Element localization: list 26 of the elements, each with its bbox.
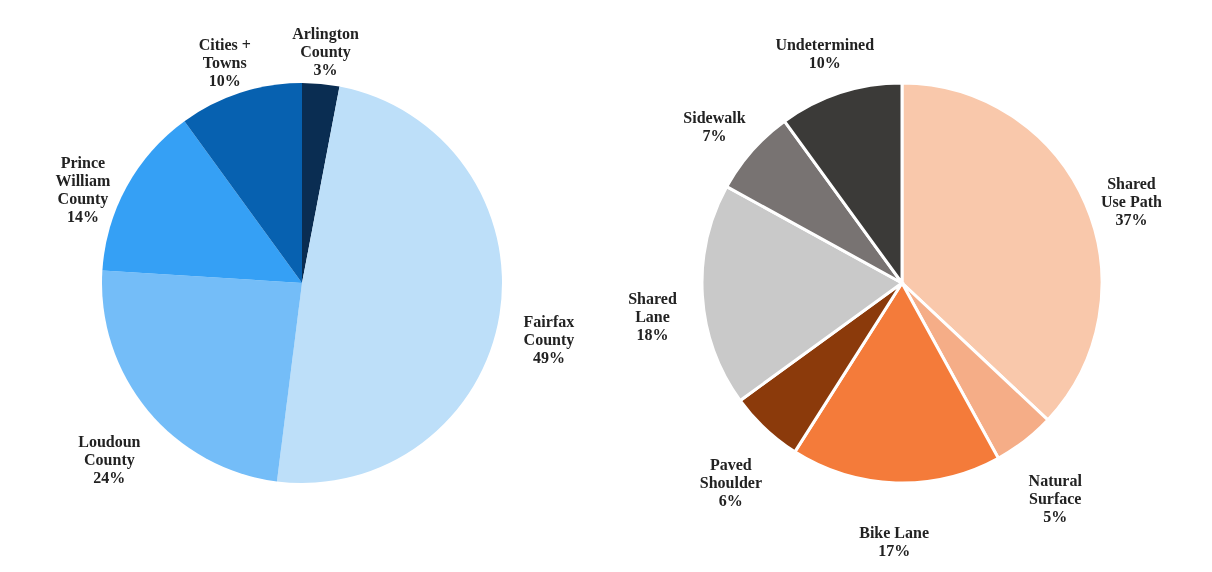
slice-label: Bike Lane bbox=[859, 523, 930, 541]
data-label: 49% bbox=[532, 349, 565, 367]
data-label: 6% bbox=[718, 492, 743, 510]
data-label: 7% bbox=[702, 126, 727, 144]
data-label: 37% bbox=[1115, 210, 1148, 228]
pie-slice bbox=[302, 83, 340, 283]
slice-label: Natural Surface bbox=[1028, 471, 1083, 507]
slice-label: Sidewalk bbox=[683, 108, 746, 126]
slice-label: Shared Use Path bbox=[1100, 174, 1162, 210]
data-label: 18% bbox=[636, 325, 669, 343]
slice-label: Fairfax County bbox=[523, 313, 575, 350]
data-label: 3% bbox=[313, 61, 338, 79]
data-label: 10% bbox=[208, 72, 241, 90]
data-label: 24% bbox=[93, 469, 126, 487]
data-label: 5% bbox=[1043, 507, 1068, 525]
slice-label: Loudoun County bbox=[78, 433, 141, 470]
data-label: 17% bbox=[878, 541, 911, 559]
slice-label: Prince William County bbox=[55, 153, 111, 208]
slice-label: Shared Lane bbox=[628, 289, 677, 325]
data-label: 10% bbox=[808, 54, 841, 72]
slice-label: Cities + Towns bbox=[198, 36, 251, 72]
pie-slice bbox=[276, 86, 502, 483]
data-label: 14% bbox=[66, 207, 99, 225]
slice-label: Undetermined bbox=[775, 36, 875, 54]
slice-label: Arlington County bbox=[292, 25, 359, 62]
slice-label: Paved Shoulder bbox=[699, 456, 762, 492]
